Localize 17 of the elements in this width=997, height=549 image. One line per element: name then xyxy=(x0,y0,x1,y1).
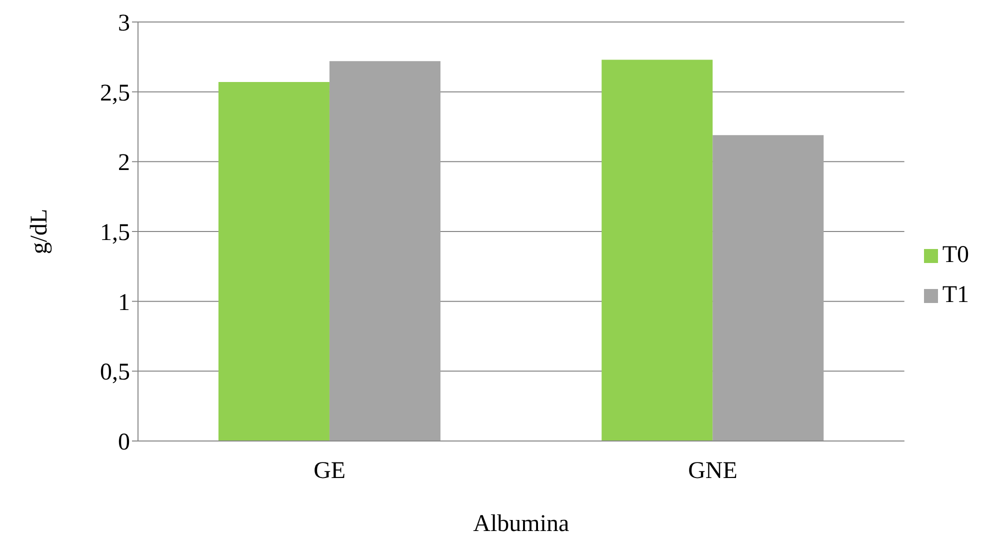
y-tick-label: 0,5 xyxy=(100,360,130,386)
y-tick-label: 2 xyxy=(118,150,130,176)
bar xyxy=(602,60,713,441)
y-axis-title: g/dL xyxy=(26,208,53,254)
y-tick-label: 0 xyxy=(118,430,130,456)
y-tick-label: 1 xyxy=(118,290,130,316)
legend-label: T0 xyxy=(942,242,969,268)
y-tick-label: 1,5 xyxy=(100,220,130,246)
x-tick-label: GNE xyxy=(688,458,738,484)
x-axis-title: Albumina xyxy=(473,511,570,537)
y-tick-label: 3 xyxy=(118,10,130,37)
bar xyxy=(329,61,440,441)
legend-label: T1 xyxy=(942,282,969,308)
y-tick-label: 2,5 xyxy=(100,80,130,106)
x-tick-label: GE xyxy=(314,458,346,484)
bar xyxy=(712,135,824,441)
bar xyxy=(218,82,330,441)
